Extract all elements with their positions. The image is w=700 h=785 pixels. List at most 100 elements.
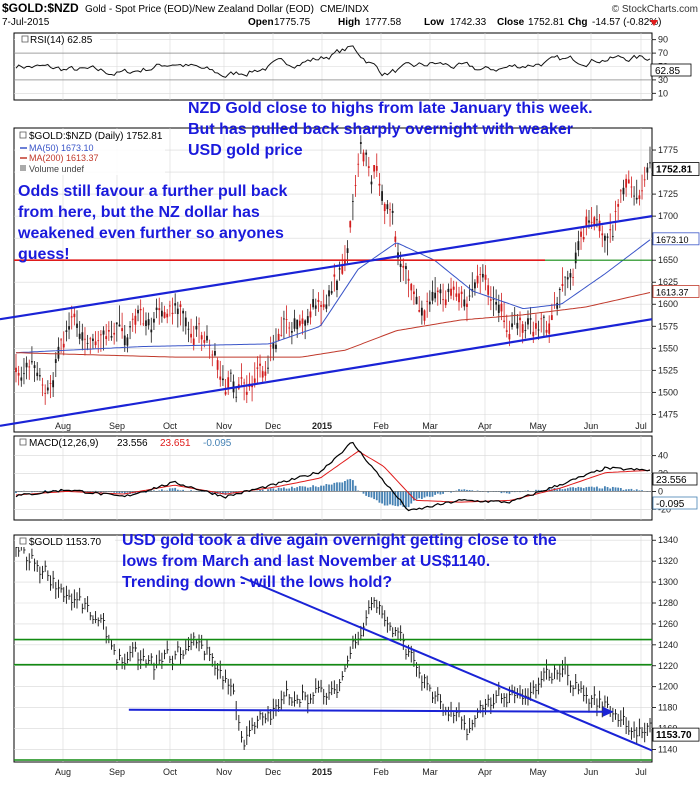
gold-support-arrow-line (128, 708, 608, 713)
price-candle-body (198, 323, 200, 325)
price-candle-body (54, 359, 57, 363)
macd-histogram-bar (641, 490, 643, 492)
price-candle-body (253, 378, 256, 383)
price-tick-label: 1475 (658, 409, 678, 419)
macd-histogram-bar (418, 491, 421, 499)
ma200-last-label: 1613.37 (656, 287, 689, 297)
macd-histogram-bar (312, 485, 315, 492)
macd-histogram-bar (227, 491, 230, 493)
macd-histogram-bar (168, 488, 171, 492)
price-candle-body (36, 372, 39, 377)
price-month-label: May (529, 421, 547, 431)
macd-histogram-bar (373, 491, 376, 500)
macd-histogram-bar (455, 490, 458, 492)
macd-histogram-bar (625, 489, 628, 492)
gold-tick-label: 1140 (658, 744, 677, 754)
watermark: © StockCharts.com (612, 4, 698, 15)
price-candle-body (134, 315, 137, 325)
macd-histogram-bar (304, 486, 307, 492)
macd-histogram-bar (503, 491, 506, 493)
price-candle-body (309, 311, 312, 318)
price-candle-body (166, 313, 169, 318)
macd-histogram-bar (333, 482, 336, 492)
price-candle-body (532, 331, 535, 337)
chg-down-icon (650, 20, 658, 26)
price-candle-body (405, 266, 407, 270)
price-candle-body (314, 305, 317, 309)
gold-month-label: 2015 (312, 767, 332, 777)
price-candle-body (365, 152, 368, 155)
price-candle-body (351, 201, 354, 202)
price-legend-icon (19, 131, 27, 139)
price-candle-body (574, 252, 577, 264)
price-candle-body (436, 290, 439, 293)
rsi-tick-label: 90 (658, 35, 668, 45)
macd-histogram-bar (293, 488, 296, 492)
price-candle-body (176, 308, 179, 315)
price-candle-body (171, 312, 174, 315)
macd-histogram-bar (219, 491, 222, 494)
price-candle-body (322, 304, 325, 308)
price-candle-body (105, 336, 108, 340)
price-candle-body (609, 229, 612, 231)
gold-month-label: Oct (163, 767, 178, 777)
macd-histogram-bar (598, 488, 601, 492)
macd-histogram-bar (344, 481, 346, 492)
price-month-label: Jul (635, 421, 647, 431)
macd-histogram-bar (296, 487, 299, 492)
price-tick-label: 1575 (658, 321, 678, 331)
annotation-odds-line: from here, but the NZ dollar has (18, 204, 260, 221)
gold-downtrend-line (240, 575, 653, 752)
price-candle-body (497, 304, 500, 313)
price-candle-body (646, 167, 649, 173)
price-candle-body (423, 310, 426, 321)
price-candle-body (70, 316, 73, 318)
macd-histogram-bar (190, 490, 192, 492)
macd-histogram-bar (405, 491, 407, 508)
macd-histogram-bar (611, 486, 614, 492)
symbol-title: $GOLD:$NZD (2, 1, 79, 15)
macd-histogram-bar (367, 491, 370, 498)
price-candle-body (46, 387, 49, 391)
price-candle-body (243, 382, 246, 384)
price-tick-label: 1775 (658, 145, 678, 155)
price-candle-body (211, 354, 214, 356)
rsi-tick-label: 30 (658, 75, 668, 85)
price-candle-body (94, 341, 97, 346)
price-candle-body (357, 163, 360, 165)
volume-legend-swatch (20, 165, 26, 171)
macd-histogram-bar (407, 491, 410, 508)
stat-low: 1742.33 (450, 17, 487, 28)
price-month-label: 2015 (312, 421, 332, 431)
macd-histogram-bar (513, 491, 516, 493)
price-candle-body (28, 366, 31, 368)
price-candle-body (115, 322, 118, 325)
macd-histogram-bar (115, 491, 118, 493)
macd-histogram-bar (500, 491, 503, 494)
macd-histogram-bar (370, 491, 373, 498)
price-candle-body (288, 327, 291, 329)
price-ma50-line (15, 239, 651, 354)
price-candle-body (285, 319, 288, 320)
price-candle-body (99, 334, 102, 336)
macd-histogram-bar (508, 491, 511, 494)
price-candle-body (118, 324, 121, 327)
macd-histogram-bar (399, 491, 402, 506)
price-candle-body (113, 332, 116, 335)
gold-month-label: Mar (422, 767, 438, 777)
macd-histogram-bar (572, 487, 574, 492)
macd-histogram-bar (460, 489, 463, 492)
gold-month-label: Dec (265, 767, 282, 777)
macd-histogram-bar (619, 488, 622, 492)
price-ma200-line (15, 292, 651, 358)
annotation-nzd-line: USD gold price (188, 142, 303, 159)
macd-histogram-bar (519, 491, 521, 493)
macd-histogram-bar (580, 487, 582, 492)
price-candle-body (203, 340, 206, 343)
price-candle-body (153, 318, 155, 323)
macd-legend-value: 23.556 (117, 438, 148, 449)
price-candle-body (224, 391, 227, 395)
price-candle-body (139, 308, 142, 311)
gold-tick-label: 1240 (658, 640, 678, 650)
price-candle-body (277, 333, 280, 341)
